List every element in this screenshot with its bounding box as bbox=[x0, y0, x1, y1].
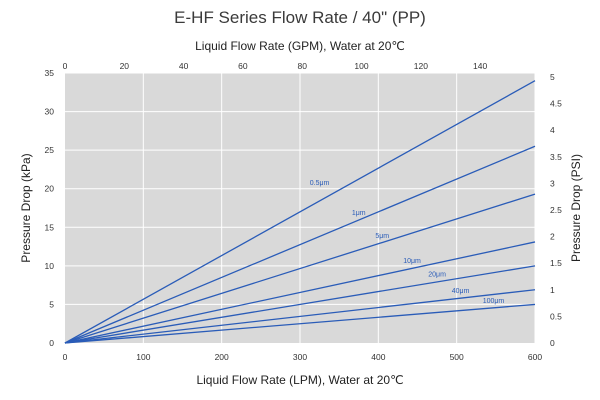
y-tick-label: 5 bbox=[49, 299, 54, 309]
x2-tick-label: 80 bbox=[297, 61, 307, 71]
series-label: 5μm bbox=[375, 233, 389, 240]
series-line bbox=[64, 289, 536, 344]
x-tick-label: 100 bbox=[136, 352, 150, 362]
y2-tick-label: 3 bbox=[550, 178, 555, 188]
y2-tick-label: 5 bbox=[550, 72, 555, 82]
y2-tick-label: 1.5 bbox=[550, 258, 562, 268]
y2-axis-ticks: 0 0.5 1 1.5 2 2.5 3 3.5 4 4.5 5 bbox=[550, 72, 562, 348]
series-labels: 0.5μm 1μm 5μm 10μm 20μm 40μm 100μm bbox=[310, 180, 505, 305]
y-tick-label: 10 bbox=[45, 261, 55, 271]
y-tick-label: 0 bbox=[49, 338, 54, 348]
series-line bbox=[64, 241, 536, 344]
series-label: 10μm bbox=[403, 258, 421, 265]
series-line bbox=[64, 80, 536, 344]
y2-tick-label: 1 bbox=[550, 285, 555, 295]
x-axis-ticks: 0 100 200 300 400 500 600 bbox=[63, 352, 543, 362]
x2-tick-label: 20 bbox=[120, 61, 130, 71]
x2-axis-label: Liquid Flow Rate (GPM), Water at 20℃ bbox=[195, 39, 405, 53]
series-line bbox=[64, 265, 536, 344]
x-tick-label: 600 bbox=[528, 352, 542, 362]
y2-tick-label: 2.5 bbox=[550, 205, 562, 215]
x-tick-label: 500 bbox=[450, 352, 464, 362]
y-tick-label: 20 bbox=[45, 184, 55, 194]
x2-tick-label: 40 bbox=[179, 61, 189, 71]
y2-tick-label: 0 bbox=[550, 338, 555, 348]
y-tick-label: 25 bbox=[45, 145, 55, 155]
x-axis-label: Liquid Flow Rate (LPM), Water at 20℃ bbox=[196, 373, 403, 387]
y-axis-label: Pressure Drop (kPa) bbox=[19, 153, 33, 262]
x-tick-label: 0 bbox=[63, 352, 68, 362]
y2-axis-label: Pressure Drop (PSI) bbox=[569, 154, 583, 262]
x2-tick-label: 140 bbox=[473, 61, 487, 71]
y2-tick-label: 4 bbox=[550, 125, 555, 135]
y2-tick-label: 4.5 bbox=[550, 99, 562, 109]
y2-tick-label: 2 bbox=[550, 232, 555, 242]
x2-tick-label: 0 bbox=[63, 61, 68, 71]
y-tick-label: 35 bbox=[45, 68, 55, 78]
series-label: 20μm bbox=[428, 272, 446, 279]
x2-tick-label: 120 bbox=[414, 61, 428, 71]
y2-tick-label: 0.5 bbox=[550, 311, 562, 321]
x-tick-label: 400 bbox=[371, 352, 385, 362]
chart-title: E-HF Series Flow Rate / 40" (PP) bbox=[174, 8, 426, 27]
x2-tick-label: 60 bbox=[238, 61, 248, 71]
x-tick-label: 200 bbox=[215, 352, 229, 362]
y-tick-label: 15 bbox=[45, 222, 55, 232]
series-label: 100μm bbox=[483, 298, 505, 305]
x-tick-label: 300 bbox=[293, 352, 307, 362]
x2-tick-label: 100 bbox=[354, 61, 368, 71]
series-label: 0.5μm bbox=[310, 180, 330, 187]
series-label: 1μm bbox=[352, 210, 366, 217]
series-line bbox=[64, 145, 536, 344]
series-lines bbox=[64, 80, 536, 344]
y-axis-ticks: 0 5 10 15 20 25 30 35 bbox=[45, 68, 55, 348]
x2-axis-ticks: 0 20 40 60 80 100 120 140 bbox=[63, 61, 488, 71]
y-tick-label: 30 bbox=[45, 107, 55, 117]
grid-lines bbox=[65, 72, 536, 343]
y2-tick-label: 3.5 bbox=[550, 152, 562, 162]
series-label: 40μm bbox=[452, 288, 470, 295]
series-line bbox=[64, 303, 536, 344]
series-line bbox=[64, 193, 536, 344]
